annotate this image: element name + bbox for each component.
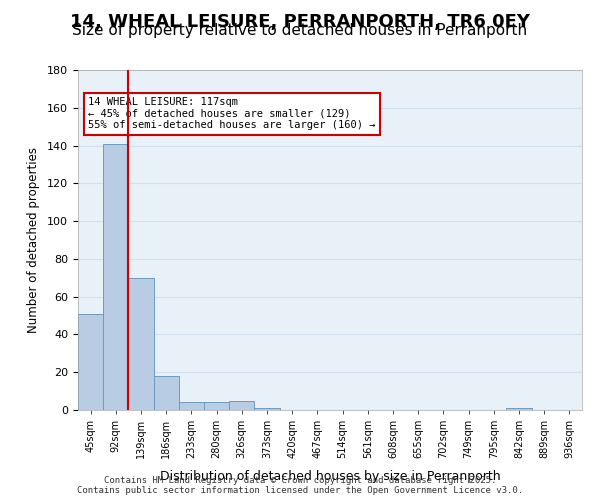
Y-axis label: Number of detached properties: Number of detached properties bbox=[27, 147, 40, 333]
Bar bbox=[103, 144, 128, 410]
Text: 14, WHEAL LEISURE, PERRANPORTH, TR6 0EY: 14, WHEAL LEISURE, PERRANPORTH, TR6 0EY bbox=[70, 12, 530, 30]
Text: Contains HM Land Registry data © Crown copyright and database right 2025.
Contai: Contains HM Land Registry data © Crown c… bbox=[77, 476, 523, 495]
Bar bbox=[229, 400, 254, 410]
Bar bbox=[154, 376, 179, 410]
Bar bbox=[506, 408, 532, 410]
X-axis label: Distribution of detached houses by size in Perranporth: Distribution of detached houses by size … bbox=[160, 470, 500, 482]
Text: Size of property relative to detached houses in Perranporth: Size of property relative to detached ho… bbox=[73, 22, 527, 38]
Bar bbox=[204, 402, 229, 410]
Bar bbox=[254, 408, 280, 410]
Bar bbox=[179, 402, 204, 410]
Bar bbox=[78, 314, 103, 410]
Text: 14 WHEAL LEISURE: 117sqm
← 45% of detached houses are smaller (129)
55% of semi-: 14 WHEAL LEISURE: 117sqm ← 45% of detach… bbox=[88, 97, 376, 130]
Bar bbox=[128, 278, 154, 410]
